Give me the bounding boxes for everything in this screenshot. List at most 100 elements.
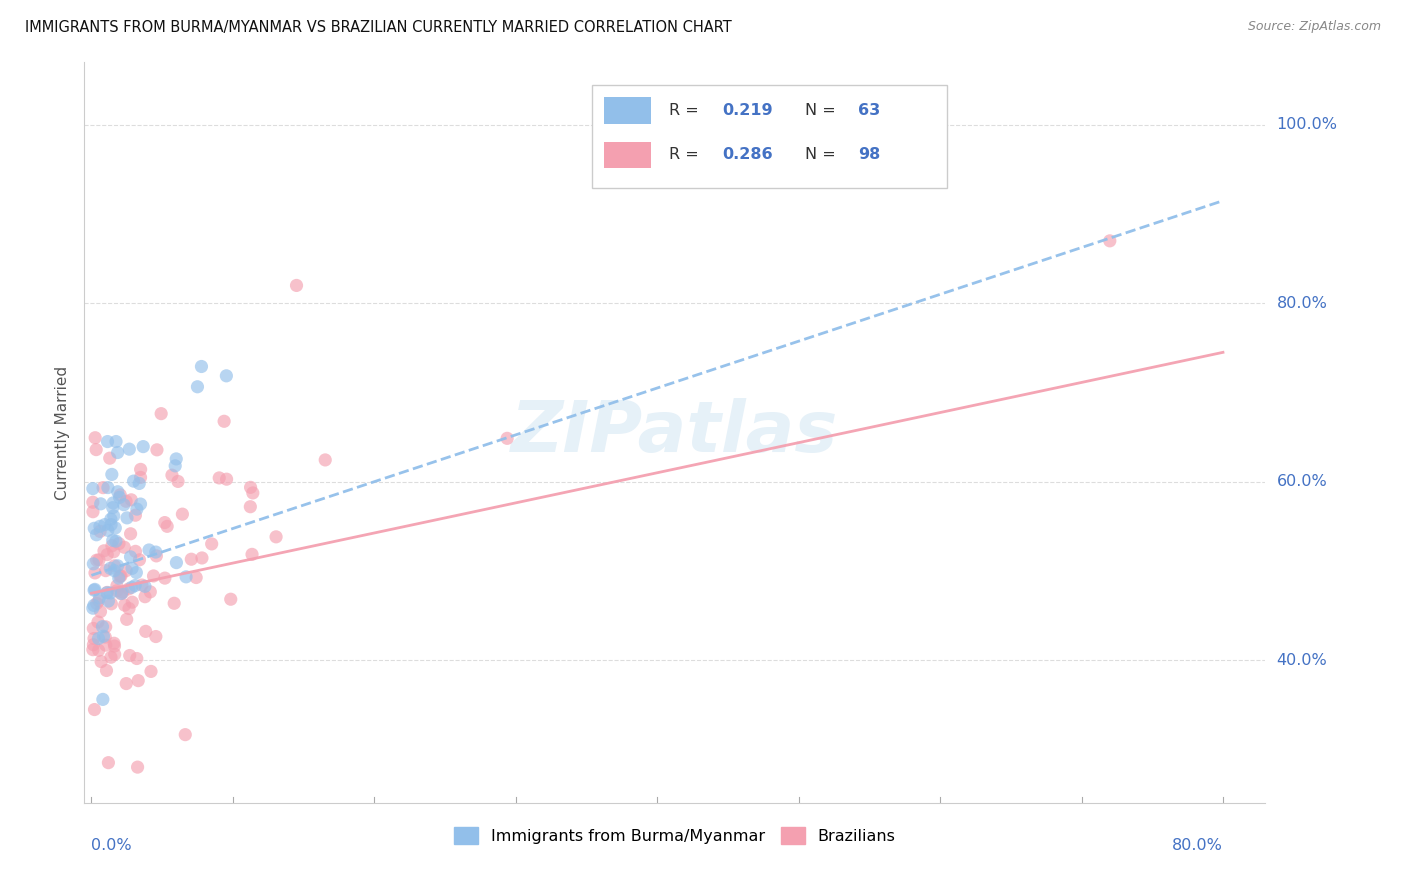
Text: 63: 63 [858,103,880,118]
Point [114,598,136,612]
Point [103,564,125,578]
Text: 0.219: 0.219 [723,103,773,118]
Point [107,558,129,573]
Point [103,558,125,573]
Point [167,475,190,489]
Text: N =: N = [804,103,841,118]
Point [101,496,124,510]
Point [172,507,194,521]
Point [174,728,197,742]
Point [101,539,124,553]
Point [82,638,104,652]
Point [110,587,132,601]
Point [82,495,104,509]
Point [86,528,108,542]
Bar [605,97,651,124]
Point [89,591,111,605]
Text: 40.0%: 40.0% [1277,653,1327,667]
Point [105,434,128,449]
Text: IMMIGRANTS FROM BURMA/MYANMAR VS BRAZILIAN CURRENTLY MARRIED CORRELATION CHART: IMMIGRANTS FROM BURMA/MYANMAR VS BRAZILI… [25,20,733,35]
Point [496,431,519,445]
Point [100,517,122,532]
Point [125,566,148,580]
Point [89,605,111,619]
Point [219,592,242,607]
Point [107,445,129,459]
Point [103,545,125,559]
Point [105,579,128,593]
Point [84,442,107,457]
Point [94,620,117,634]
Point [108,491,131,505]
Point [97,524,120,538]
Point [1098,234,1121,248]
Text: 80.0%: 80.0% [1173,838,1223,853]
Point [101,500,124,515]
Point [186,570,208,584]
Point [108,569,131,583]
Point [124,544,146,558]
Point [146,442,169,457]
Point [83,582,105,597]
Point [86,553,108,567]
Point [242,486,264,500]
Point [115,676,138,690]
Point [121,561,143,575]
Point [100,597,122,611]
Point [138,543,160,558]
Point [100,586,122,600]
Point [82,601,104,615]
Point [108,536,131,550]
Point [87,615,110,629]
Point [112,541,135,555]
Point [120,549,142,564]
Point [83,702,105,716]
Point [201,537,224,551]
Point [208,471,231,485]
Y-axis label: Currently Married: Currently Married [55,366,70,500]
Point [96,434,118,449]
Point [107,484,129,499]
Point [94,630,117,644]
Point [90,497,112,511]
Point [145,549,167,563]
Point [160,468,183,483]
Point [139,665,162,679]
Point [110,586,132,600]
Point [96,586,118,600]
Point [104,648,127,662]
Text: Source: ZipAtlas.com: Source: ZipAtlas.com [1247,20,1381,33]
Point [101,467,124,482]
Point [129,470,152,484]
Point [165,556,187,570]
Point [134,579,156,593]
Point [125,502,148,516]
Point [94,517,117,532]
Point [186,380,208,394]
Point [118,582,141,596]
Point [100,650,122,665]
Point [101,533,124,548]
Point [93,543,115,558]
Point [96,548,118,562]
Point [122,474,145,488]
Point [107,571,129,585]
Text: 0.0%: 0.0% [91,838,132,853]
Point [115,612,138,626]
Point [120,526,142,541]
Point [110,488,132,502]
Point [190,359,212,374]
Point [110,569,132,583]
Point [153,571,176,585]
Point [180,552,202,566]
Point [163,596,186,610]
Point [89,519,111,533]
Point [103,639,125,653]
Point [105,583,128,598]
Point [89,524,111,539]
Point [124,508,146,523]
Point [120,492,142,507]
Point [127,673,149,688]
Point [239,480,262,494]
Point [142,569,165,583]
